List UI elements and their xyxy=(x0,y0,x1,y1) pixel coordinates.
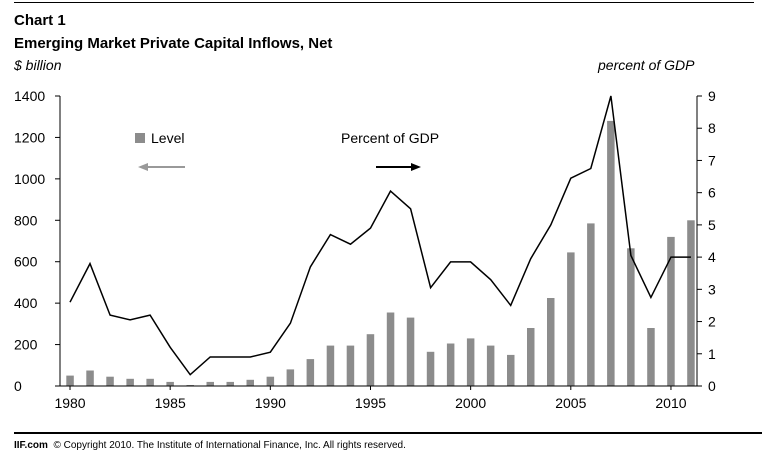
left-tick-label-200: 200 xyxy=(14,337,38,353)
left-tick-label-400: 400 xyxy=(14,295,38,311)
right-axis-unit: percent of GDP xyxy=(598,57,695,73)
x-tick-label-1980: 1980 xyxy=(54,395,85,411)
right-tick-label-0: 0 xyxy=(708,378,716,394)
x-tick-label-2005: 2005 xyxy=(555,395,586,411)
percent-of-gdp-line xyxy=(69,95,691,376)
bar-1982 xyxy=(106,376,114,386)
legend-percent-label: Percent of GDP xyxy=(341,130,439,146)
top-rule xyxy=(14,2,754,3)
bar-2006 xyxy=(587,223,595,386)
bar-1994 xyxy=(346,345,355,386)
right-tick-label-5: 5 xyxy=(708,217,716,233)
right-tick-label-1: 1 xyxy=(708,346,716,362)
chart-number: Chart 1 xyxy=(14,12,66,29)
bar-1992 xyxy=(306,359,315,386)
bar-1996 xyxy=(386,312,395,386)
left-tick-label-1000: 1000 xyxy=(14,171,45,187)
footer-brand: IIF.com xyxy=(14,440,48,451)
right-tick-label-6: 6 xyxy=(708,185,716,201)
x-tick-label-1990: 1990 xyxy=(255,395,286,411)
right-tick-label-9: 9 xyxy=(708,88,716,104)
bar-1988 xyxy=(226,381,234,386)
bar-1995 xyxy=(366,334,375,386)
chart-title: Emerging Market Private Capital Inflows,… xyxy=(14,35,333,52)
bar-1984 xyxy=(146,378,154,387)
left-axis-unit: $ billion xyxy=(14,57,62,73)
legend: Level Percent of GDP xyxy=(135,130,439,171)
x-tick-label-2000: 2000 xyxy=(455,395,486,411)
bar-2009 xyxy=(647,328,655,386)
bar-1981 xyxy=(86,370,94,386)
line-layer xyxy=(69,95,691,376)
bar-2005 xyxy=(567,252,575,386)
legend-level-swatch xyxy=(135,133,145,143)
bar-1993 xyxy=(326,345,335,386)
bar-2000 xyxy=(466,338,475,386)
bar-2002 xyxy=(507,354,515,386)
bar-1998 xyxy=(426,351,435,386)
left-arrow-icon xyxy=(138,163,148,171)
x-tick-label-1995: 1995 xyxy=(355,395,386,411)
bottom-rule xyxy=(14,432,762,434)
right-arrow-icon xyxy=(411,163,421,171)
right-tick-label-8: 8 xyxy=(708,120,716,136)
bar-1987 xyxy=(206,381,214,386)
bar-2008 xyxy=(627,248,635,387)
bar-1985 xyxy=(166,381,174,386)
bar-1997 xyxy=(406,317,415,386)
right-tick-label-2: 2 xyxy=(708,314,716,330)
bar-2004 xyxy=(547,298,555,386)
bar-2010 xyxy=(667,236,675,386)
left-tick-label-800: 800 xyxy=(14,212,38,228)
bar-1989 xyxy=(246,379,254,386)
right-tick-label-7: 7 xyxy=(708,152,716,168)
left-tick-label-600: 600 xyxy=(14,254,38,270)
bar-1983 xyxy=(126,378,134,387)
bar-1990 xyxy=(266,376,275,386)
left-tick-label-1200: 1200 xyxy=(14,129,45,145)
bar-1991 xyxy=(286,369,295,386)
bar-2001 xyxy=(486,345,495,386)
bars-layer xyxy=(66,120,695,387)
x-tick-label-1985: 1985 xyxy=(155,395,186,411)
footer-copyright: © Copyright 2010. The Institute of Inter… xyxy=(53,440,406,451)
legend-level-label: Level xyxy=(151,130,184,146)
left-tick-label-1400: 1400 xyxy=(14,88,45,104)
bar-1999 xyxy=(446,343,455,386)
left-tick-label-0: 0 xyxy=(14,378,22,394)
bar-2003 xyxy=(527,328,535,386)
x-tick-label-2010: 2010 xyxy=(655,395,686,411)
footer: IIF.com © Copyright 2010. The Institute … xyxy=(14,440,406,451)
right-tick-label-3: 3 xyxy=(708,281,716,297)
axes-layer: 0 200 400 600 800 1000 1200 1400 0 1 2 3 4 5 6 7 8 9 1980 1… xyxy=(14,88,716,411)
right-tick-label-4: 4 xyxy=(708,249,716,265)
bar-1980 xyxy=(66,375,74,386)
bar-2011 xyxy=(687,220,695,386)
bar-2007 xyxy=(607,120,615,387)
